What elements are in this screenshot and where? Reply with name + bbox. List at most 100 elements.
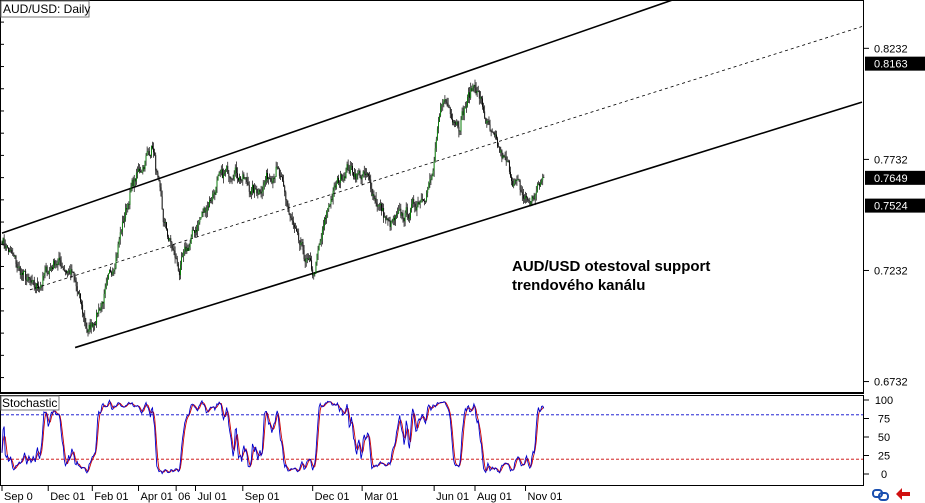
candle-body <box>176 258 178 264</box>
candle-body <box>184 246 186 252</box>
candle-body <box>264 180 266 183</box>
candle-body <box>135 172 137 182</box>
candle-body <box>326 211 328 219</box>
candle-body <box>189 243 191 248</box>
candle-body <box>418 202 420 205</box>
candle-body <box>443 99 445 103</box>
candle-body <box>73 271 75 277</box>
candle-body <box>442 102 444 106</box>
candle-body <box>266 172 267 181</box>
stochastic-title-box <box>0 395 60 411</box>
candle-body <box>345 169 347 178</box>
candle-body <box>461 111 463 120</box>
candle-body <box>192 229 194 231</box>
candle-body <box>462 111 464 116</box>
price-tick-label: 0.7732 <box>874 154 908 166</box>
candle-body <box>215 186 217 195</box>
candle-body <box>388 220 390 222</box>
red-double-arrow-icon[interactable] <box>896 488 910 500</box>
candle-body <box>432 170 434 176</box>
candle-body <box>128 204 130 205</box>
price-tag-box <box>865 170 925 185</box>
candle-body <box>389 220 391 227</box>
candle-body <box>532 196 534 199</box>
candle-body <box>260 191 262 194</box>
candle-body <box>335 183 337 188</box>
candle-body <box>247 181 249 186</box>
candle-body <box>359 170 361 178</box>
candle-body <box>355 173 357 180</box>
candle-body <box>231 178 233 180</box>
candle-body <box>511 176 512 181</box>
candle-body <box>53 260 55 270</box>
candle-body <box>321 229 323 239</box>
candle-body <box>61 266 63 268</box>
candle-body <box>96 312 98 325</box>
candle-body <box>303 250 305 260</box>
candle-body <box>104 287 106 294</box>
stochastic-tick-label: 100 <box>875 395 893 407</box>
price-tags: 0.8163 0.7649 0.7524 <box>865 56 925 213</box>
candle-body <box>225 170 227 173</box>
candle-body <box>283 180 285 187</box>
candle-body <box>38 285 39 289</box>
candle-body <box>43 274 45 276</box>
candle-body <box>540 182 542 186</box>
price-axis-ticks <box>0 21 4 379</box>
candle-body <box>186 247 188 252</box>
candle-body <box>304 259 306 263</box>
candle-body <box>24 270 26 272</box>
candle-body <box>426 192 428 201</box>
candle-body <box>80 293 81 302</box>
chart-title: AUD/USD: Daily <box>3 2 90 16</box>
candle-body <box>62 267 64 271</box>
time-tick-label: Apr 01 <box>141 491 173 503</box>
candle-body <box>212 194 214 201</box>
stochastic-tick-label: 25 <box>878 451 890 463</box>
candle-body <box>341 174 343 180</box>
link-icon[interactable] <box>872 489 889 501</box>
candle-body <box>369 175 371 180</box>
candle-body <box>220 169 222 173</box>
candle-body <box>252 184 253 190</box>
candle-body <box>310 258 311 261</box>
candle-body <box>478 90 480 99</box>
time-tick-label: Aug 01 <box>477 491 512 503</box>
candle-body <box>271 181 273 183</box>
candle-body <box>234 167 236 175</box>
candle-body <box>248 185 250 192</box>
candle-body <box>325 218 327 219</box>
candle-body <box>427 189 429 193</box>
candle-body <box>153 148 155 153</box>
candle-body <box>201 211 203 218</box>
candle-body <box>377 205 379 207</box>
candle-body <box>309 258 310 260</box>
candle-body <box>410 209 411 219</box>
candle-body <box>504 156 506 158</box>
candle-body <box>455 122 457 125</box>
candle-body <box>56 263 58 266</box>
candle-body <box>347 164 349 171</box>
candle-body <box>525 195 526 199</box>
candle-body <box>209 200 210 208</box>
candle-body <box>482 98 483 107</box>
candle-body <box>357 172 359 174</box>
candle-body <box>365 173 367 175</box>
price-tick-label: 0.6732 <box>874 377 908 389</box>
stochastic-title: Stochastic <box>2 396 57 410</box>
candle-body <box>539 183 540 186</box>
candle-body <box>296 228 297 232</box>
candle-body <box>353 172 354 177</box>
candle-body <box>421 198 423 200</box>
candle-body <box>412 199 414 204</box>
candle-body <box>48 270 50 275</box>
candle-body <box>279 175 281 177</box>
stochastic-axis: 100 75 50 25 0 <box>864 395 893 481</box>
candle-body <box>10 249 12 251</box>
candle-body <box>281 176 282 178</box>
candle-body <box>275 166 277 177</box>
candle-body <box>137 171 138 173</box>
candle-body <box>391 220 393 222</box>
candle-body <box>75 280 77 287</box>
candle-body <box>210 200 211 201</box>
